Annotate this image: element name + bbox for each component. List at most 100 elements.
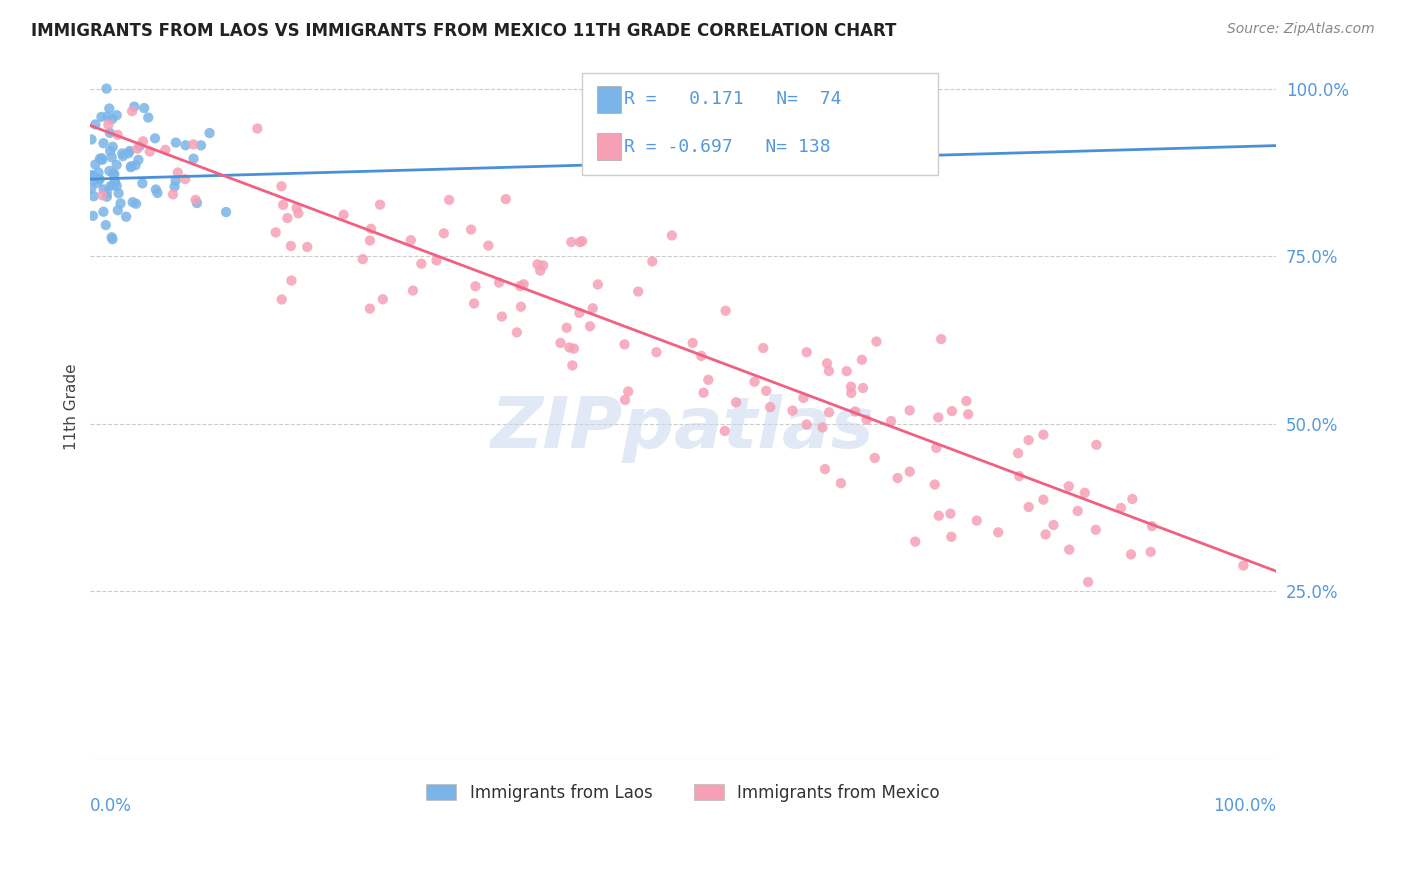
Point: [529, 263, 551, 277]
Point: [488, 276, 510, 290]
Point: [371, 293, 394, 307]
Point: [898, 403, 921, 417]
Point: [190, 138, 212, 153]
Point: [925, 441, 948, 455]
Point: [120, 160, 142, 174]
Point: [1042, 518, 1064, 533]
Point: [143, 131, 166, 145]
Point: [136, 111, 159, 125]
Point: [297, 240, 319, 254]
Point: [121, 104, 143, 119]
Point: [90, 110, 112, 124]
Point: [865, 334, 887, 349]
Point: [82, 173, 104, 187]
Point: [433, 227, 456, 241]
Point: [402, 284, 425, 298]
Point: [276, 211, 298, 225]
Point: [839, 386, 862, 401]
Point: [509, 300, 531, 314]
Point: [100, 178, 122, 193]
Point: [886, 471, 908, 485]
Point: [96, 110, 118, 124]
Point: [571, 234, 593, 248]
Point: [1057, 479, 1080, 493]
Point: [287, 206, 309, 220]
Point: [89, 152, 111, 166]
Point: [1008, 469, 1031, 483]
Point: [264, 226, 287, 240]
Point: [460, 222, 482, 236]
Point: [155, 143, 177, 157]
Point: [86, 176, 108, 190]
Point: [132, 134, 155, 148]
Point: [111, 149, 134, 163]
Point: [851, 352, 873, 367]
Point: [98, 102, 121, 116]
Point: [811, 420, 834, 434]
Point: [94, 218, 117, 232]
Point: [1018, 500, 1040, 514]
Point: [796, 345, 818, 359]
Point: [617, 384, 640, 399]
Point: [105, 108, 128, 122]
Point: [411, 257, 433, 271]
Point: [512, 277, 534, 292]
Point: [101, 178, 124, 192]
Point: [104, 175, 127, 189]
Point: [582, 301, 605, 316]
Point: [586, 277, 609, 292]
Text: R =   0.171   N=  74: R = 0.171 N= 74: [624, 90, 841, 109]
Point: [270, 293, 292, 307]
Point: [898, 465, 921, 479]
Point: [96, 81, 118, 95]
Point: [131, 177, 153, 191]
Point: [814, 462, 837, 476]
Point: [93, 204, 115, 219]
Point: [103, 168, 125, 182]
Point: [641, 254, 664, 268]
Point: [792, 391, 814, 405]
Point: [174, 138, 197, 153]
Point: [928, 508, 950, 523]
Point: [941, 530, 963, 544]
Point: [506, 326, 529, 340]
Point: [924, 477, 946, 491]
Point: [1085, 438, 1108, 452]
Point: [929, 332, 952, 346]
Point: [645, 345, 668, 359]
Point: [96, 186, 118, 200]
Point: [782, 403, 804, 417]
Point: [80, 132, 103, 146]
Point: [1035, 527, 1057, 541]
Point: [941, 404, 963, 418]
Point: [477, 238, 499, 252]
Point: [80, 181, 103, 195]
Point: [1066, 504, 1088, 518]
Y-axis label: 11th Grade: 11th Grade: [65, 364, 79, 450]
Point: [96, 190, 118, 204]
Text: Source: ZipAtlas.com: Source: ZipAtlas.com: [1227, 22, 1375, 37]
Text: 100.0%: 100.0%: [1213, 797, 1277, 815]
Point: [352, 252, 374, 267]
Point: [835, 364, 858, 378]
Point: [425, 253, 447, 268]
Point: [927, 410, 949, 425]
Point: [120, 159, 142, 173]
Point: [568, 235, 591, 249]
Point: [562, 342, 585, 356]
Point: [558, 341, 581, 355]
Point: [661, 228, 683, 243]
Point: [863, 450, 886, 465]
Point: [463, 296, 485, 310]
Point: [121, 195, 143, 210]
Bar: [582, 73, 938, 175]
Point: [1119, 548, 1142, 562]
Point: [198, 126, 221, 140]
Point: [568, 306, 591, 320]
Point: [91, 153, 114, 167]
Point: [117, 146, 139, 161]
Point: [89, 172, 111, 186]
Point: [368, 197, 391, 211]
Text: R = -0.697   N= 138: R = -0.697 N= 138: [624, 137, 831, 155]
Point: [987, 525, 1010, 540]
